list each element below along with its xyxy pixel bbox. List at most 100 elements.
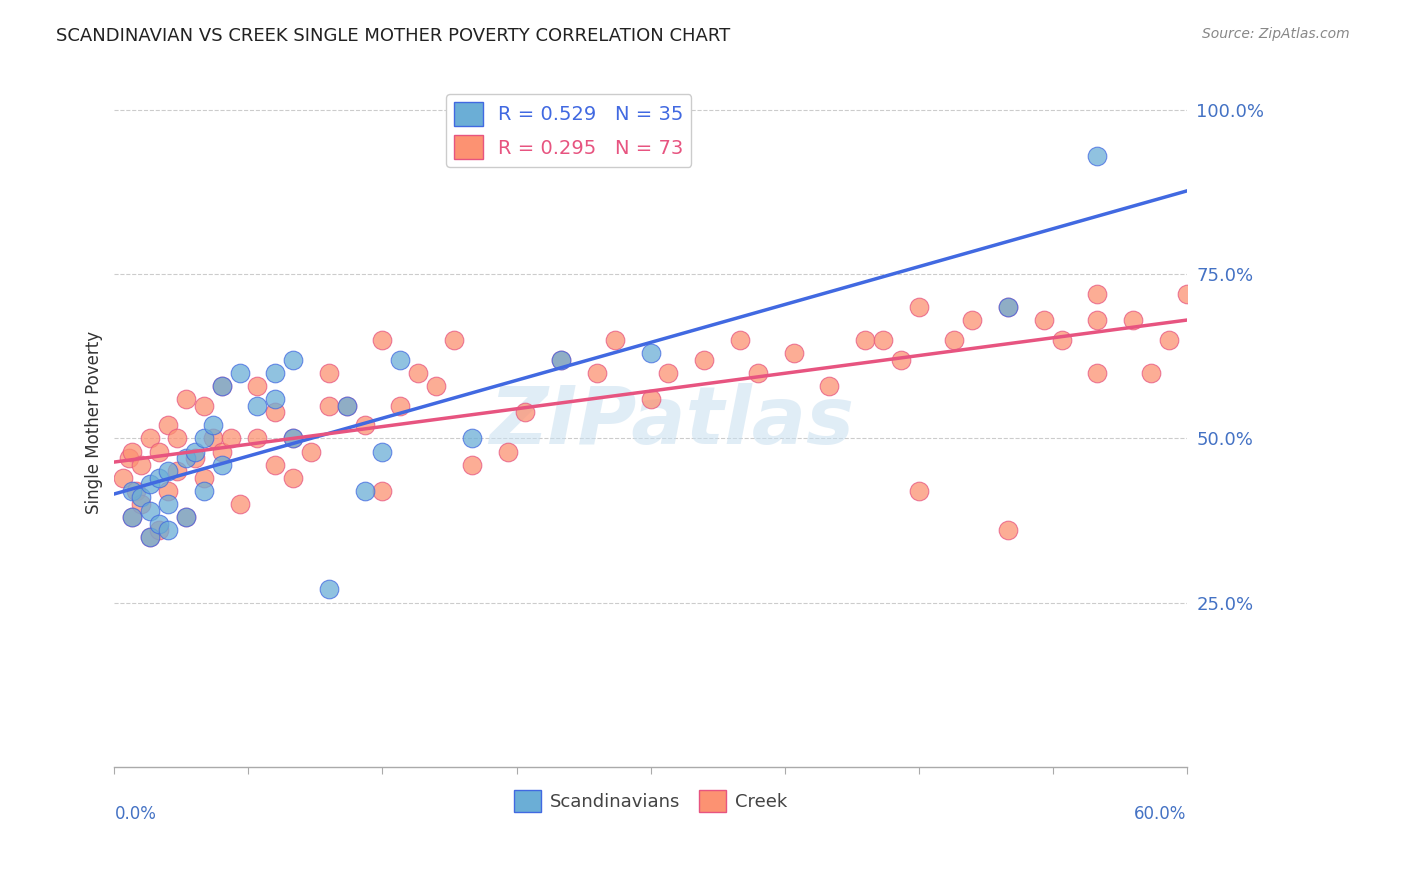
- Point: [148, 471, 170, 485]
- Point: [1175, 287, 1198, 301]
- Point: [997, 524, 1019, 538]
- Point: [353, 483, 375, 498]
- Point: [139, 530, 162, 544]
- Point: [461, 458, 484, 472]
- Point: [728, 333, 751, 347]
- Point: [1085, 149, 1108, 163]
- Point: [139, 503, 162, 517]
- Point: [219, 432, 242, 446]
- Point: [782, 346, 804, 360]
- Text: 60.0%: 60.0%: [1135, 805, 1187, 823]
- Point: [118, 451, 141, 466]
- Point: [371, 444, 394, 458]
- Point: [406, 366, 429, 380]
- Point: [166, 432, 188, 446]
- Point: [943, 333, 966, 347]
- Point: [1122, 313, 1144, 327]
- Point: [246, 432, 269, 446]
- Point: [890, 352, 912, 367]
- Point: [318, 366, 340, 380]
- Point: [371, 333, 394, 347]
- Point: [211, 379, 233, 393]
- Point: [640, 392, 662, 406]
- Point: [211, 379, 233, 393]
- Point: [1140, 366, 1163, 380]
- Point: [907, 300, 929, 314]
- Point: [872, 333, 894, 347]
- Point: [515, 405, 537, 419]
- Point: [281, 432, 304, 446]
- Point: [121, 444, 143, 458]
- Point: [550, 352, 572, 367]
- Point: [148, 524, 170, 538]
- Point: [184, 451, 207, 466]
- Point: [389, 399, 412, 413]
- Point: [246, 399, 269, 413]
- Point: [318, 582, 340, 597]
- Point: [139, 477, 162, 491]
- Point: [550, 352, 572, 367]
- Point: [353, 418, 375, 433]
- Point: [853, 333, 876, 347]
- Point: [121, 510, 143, 524]
- Point: [157, 524, 180, 538]
- Point: [157, 464, 180, 478]
- Point: [586, 366, 609, 380]
- Text: Source: ZipAtlas.com: Source: ZipAtlas.com: [1202, 27, 1350, 41]
- Point: [264, 405, 287, 419]
- Point: [318, 399, 340, 413]
- Point: [139, 530, 162, 544]
- Point: [174, 451, 197, 466]
- Point: [148, 516, 170, 531]
- Y-axis label: Single Mother Poverty: Single Mother Poverty: [86, 330, 103, 514]
- Point: [174, 510, 197, 524]
- Text: SCANDINAVIAN VS CREEK SINGLE MOTHER POVERTY CORRELATION CHART: SCANDINAVIAN VS CREEK SINGLE MOTHER POVE…: [56, 27, 731, 45]
- Point: [129, 497, 152, 511]
- Point: [997, 300, 1019, 314]
- Point: [129, 491, 152, 505]
- Point: [228, 366, 250, 380]
- Point: [246, 379, 269, 393]
- Point: [1157, 333, 1180, 347]
- Point: [281, 352, 304, 367]
- Point: [461, 432, 484, 446]
- Point: [264, 392, 287, 406]
- Point: [1085, 313, 1108, 327]
- Point: [425, 379, 447, 393]
- Text: ZIPatlas: ZIPatlas: [489, 383, 855, 461]
- Point: [193, 471, 215, 485]
- Point: [747, 366, 769, 380]
- Point: [148, 444, 170, 458]
- Point: [121, 510, 143, 524]
- Point: [997, 300, 1019, 314]
- Point: [193, 483, 215, 498]
- Point: [157, 497, 180, 511]
- Legend: Scandinavians, Creek: Scandinavians, Creek: [508, 783, 794, 820]
- Text: 0.0%: 0.0%: [114, 805, 156, 823]
- Point: [157, 418, 180, 433]
- Point: [281, 432, 304, 446]
- Point: [139, 432, 162, 446]
- Point: [496, 444, 519, 458]
- Point: [962, 313, 984, 327]
- Point: [1050, 333, 1073, 347]
- Point: [640, 346, 662, 360]
- Point: [336, 399, 359, 413]
- Point: [201, 418, 224, 433]
- Point: [174, 510, 197, 524]
- Point: [228, 497, 250, 511]
- Point: [193, 432, 215, 446]
- Point: [1032, 313, 1054, 327]
- Point: [184, 444, 207, 458]
- Point: [1085, 287, 1108, 301]
- Point: [193, 399, 215, 413]
- Point: [299, 444, 322, 458]
- Point: [443, 333, 465, 347]
- Point: [389, 352, 412, 367]
- Point: [129, 458, 152, 472]
- Point: [657, 366, 679, 380]
- Point: [211, 444, 233, 458]
- Point: [157, 483, 180, 498]
- Point: [264, 458, 287, 472]
- Point: [336, 399, 359, 413]
